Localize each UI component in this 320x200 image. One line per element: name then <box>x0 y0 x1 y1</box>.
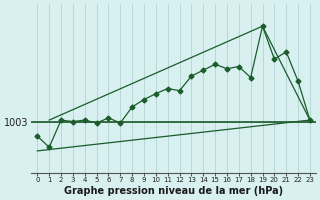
X-axis label: Graphe pression niveau de la mer (hPa): Graphe pression niveau de la mer (hPa) <box>64 186 283 196</box>
